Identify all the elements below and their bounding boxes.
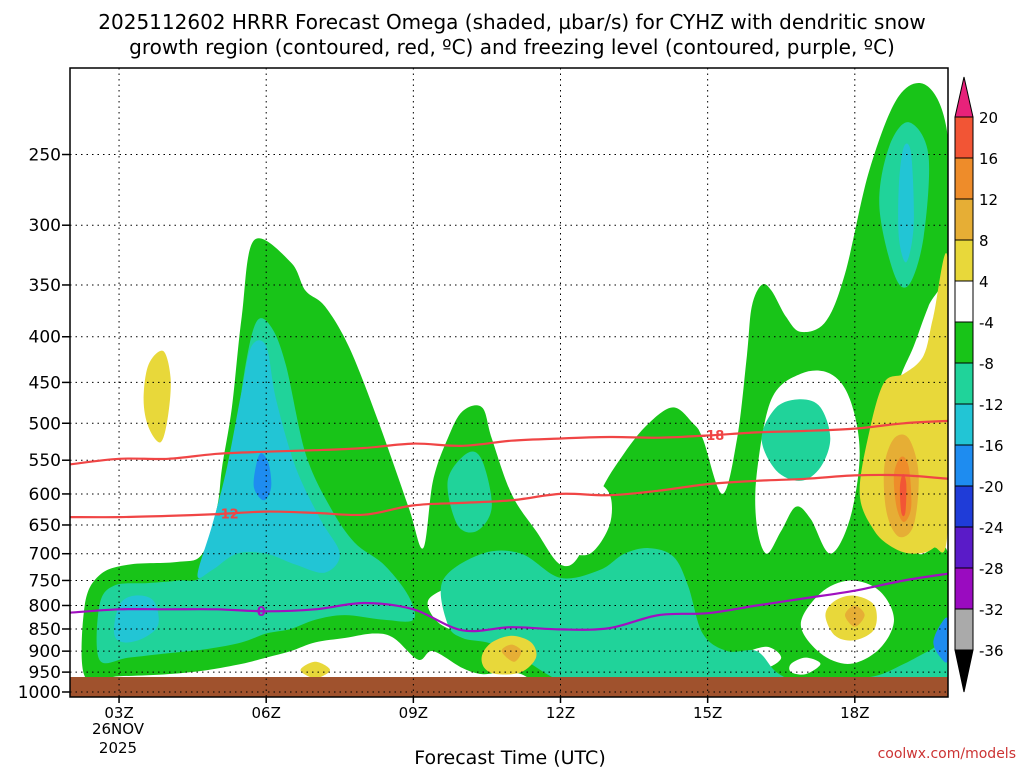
contour-label--12: -12 xyxy=(215,508,239,523)
pressure-axis: 2503003504004505005506006507007508008509… xyxy=(18,146,70,703)
colorbar-under-arrow xyxy=(954,649,974,693)
grid-lines xyxy=(70,68,948,697)
temperature-contours: -18 -12 0 xyxy=(70,419,948,633)
x-tick-label-06Z: 06Z xyxy=(252,704,281,722)
colorbar-label--8: -8 xyxy=(979,355,994,373)
y-tick-label-400: 400 xyxy=(29,328,61,348)
colorbar-label-8: 8 xyxy=(979,232,989,250)
y-tick-label-600: 600 xyxy=(29,485,61,505)
date-label-year: 2025 xyxy=(99,739,137,757)
omega-region-cyan-low-left xyxy=(113,595,159,643)
colorbar-label--36: -36 xyxy=(979,642,1004,660)
omega-shading xyxy=(81,83,948,697)
omega-region-teal-right-low xyxy=(440,548,948,684)
y-tick-label-250: 250 xyxy=(29,146,61,166)
date-label-day: 26NOV xyxy=(92,720,145,738)
y-tick-label-950: 950 xyxy=(29,663,61,683)
colorbar-label--12: -12 xyxy=(979,396,1004,414)
colorbar-swatch--28 xyxy=(954,526,974,569)
omega-region-yellow-bottom-left xyxy=(300,661,330,679)
contour-0 xyxy=(70,572,948,633)
omega-region-white-hole-mid-right xyxy=(550,480,612,556)
omega-region-yellow-right-tall xyxy=(859,253,948,554)
colorbar-over-arrow xyxy=(954,76,974,118)
colorbar-label-4: 4 xyxy=(979,273,989,291)
chart-title-line2: growth region (contoured, red, ºC) and f… xyxy=(129,35,895,59)
omega-region-cyan-top-right xyxy=(898,143,914,263)
colorbar-label--16: -16 xyxy=(979,437,1004,455)
colorbar-swatch--12 xyxy=(954,362,974,405)
watermark: coolwx.com/models xyxy=(878,746,1016,762)
colorbar-label--20: -20 xyxy=(979,478,1004,496)
colorbar-swatch--20 xyxy=(954,444,974,487)
x-tick-label-18Z: 18Z xyxy=(840,704,869,722)
omega-region-gold-11z xyxy=(501,644,522,662)
contour-label-0: 0 xyxy=(257,605,266,620)
colorbar-label--24: -24 xyxy=(979,519,1004,537)
colorbar-swatch--4 xyxy=(954,280,974,323)
y-tick-label-350: 350 xyxy=(29,276,61,296)
colorbar-swatch-12 xyxy=(954,157,974,200)
colorbar-label--4: -4 xyxy=(979,314,994,332)
colorbar-label--28: -28 xyxy=(979,560,1004,578)
y-tick-label-300: 300 xyxy=(29,216,61,236)
colorbar-swatch-4 xyxy=(954,239,974,282)
colorbar-swatch--8 xyxy=(954,321,974,364)
omega-region-red-right xyxy=(899,474,907,517)
x-tick-label-03Z: 03Z xyxy=(104,704,133,722)
y-tick-label-450: 450 xyxy=(29,373,61,393)
y-tick-label-500: 500 xyxy=(29,414,61,434)
y-tick-label-650: 650 xyxy=(29,516,61,536)
contour--12 xyxy=(70,473,948,519)
colorbar-swatch--36 xyxy=(954,608,974,651)
y-tick-label-800: 800 xyxy=(29,596,61,616)
chart-title-line1: 2025112602 HRRR Forecast Omega (shaded, … xyxy=(98,10,925,34)
time-axis: 03Z 06Z 09Z 12Z 15Z 18Z xyxy=(104,697,869,722)
colorbar-label--32: -32 xyxy=(979,601,1004,619)
omega-region-gold-18z xyxy=(845,605,865,627)
x-tick-label-12Z: 12Z xyxy=(546,704,575,722)
colorbar-label-20: 20 xyxy=(979,109,998,127)
colorbar-label-12: 12 xyxy=(979,191,998,209)
colorbar-swatch--32 xyxy=(954,567,974,610)
omega-region-cyan-left xyxy=(197,340,340,579)
y-tick-label-700: 700 xyxy=(29,545,61,565)
y-tick-label-900: 900 xyxy=(29,642,61,662)
omega-region-yellow-topleft xyxy=(143,350,171,443)
x-axis-label: Forecast Time (UTC) xyxy=(414,747,605,768)
omega-region-teal-mid xyxy=(447,451,492,533)
y-tick-label-750: 750 xyxy=(29,571,61,591)
colorbar-swatch-16 xyxy=(954,116,974,159)
colorbar-label-16: 16 xyxy=(979,150,998,168)
colorbar-swatch-8 xyxy=(954,198,974,241)
contour-label--18: -18 xyxy=(701,429,725,444)
omega-region-blue-left xyxy=(253,453,272,501)
y-tick-label-550: 550 xyxy=(29,451,61,471)
omega-region-white-hole-bottom-right xyxy=(789,657,821,675)
x-tick-label-09Z: 09Z xyxy=(399,704,428,722)
colorbar-swatch--16 xyxy=(954,403,974,446)
y-tick-label-850: 850 xyxy=(29,620,61,640)
omega-region-blue-bottom-right xyxy=(933,617,948,663)
ground-band xyxy=(70,677,948,697)
colorbar-swatch--24 xyxy=(954,485,974,528)
omega-colorbar: -36 -32 -28 -24 -20 -16 -12 -8 -4 4 8 12 16 20 xyxy=(954,76,1004,693)
y-tick-label-1000: 1000 xyxy=(18,683,61,703)
x-tick-label-15Z: 15Z xyxy=(693,704,722,722)
contour--18 xyxy=(70,419,948,466)
